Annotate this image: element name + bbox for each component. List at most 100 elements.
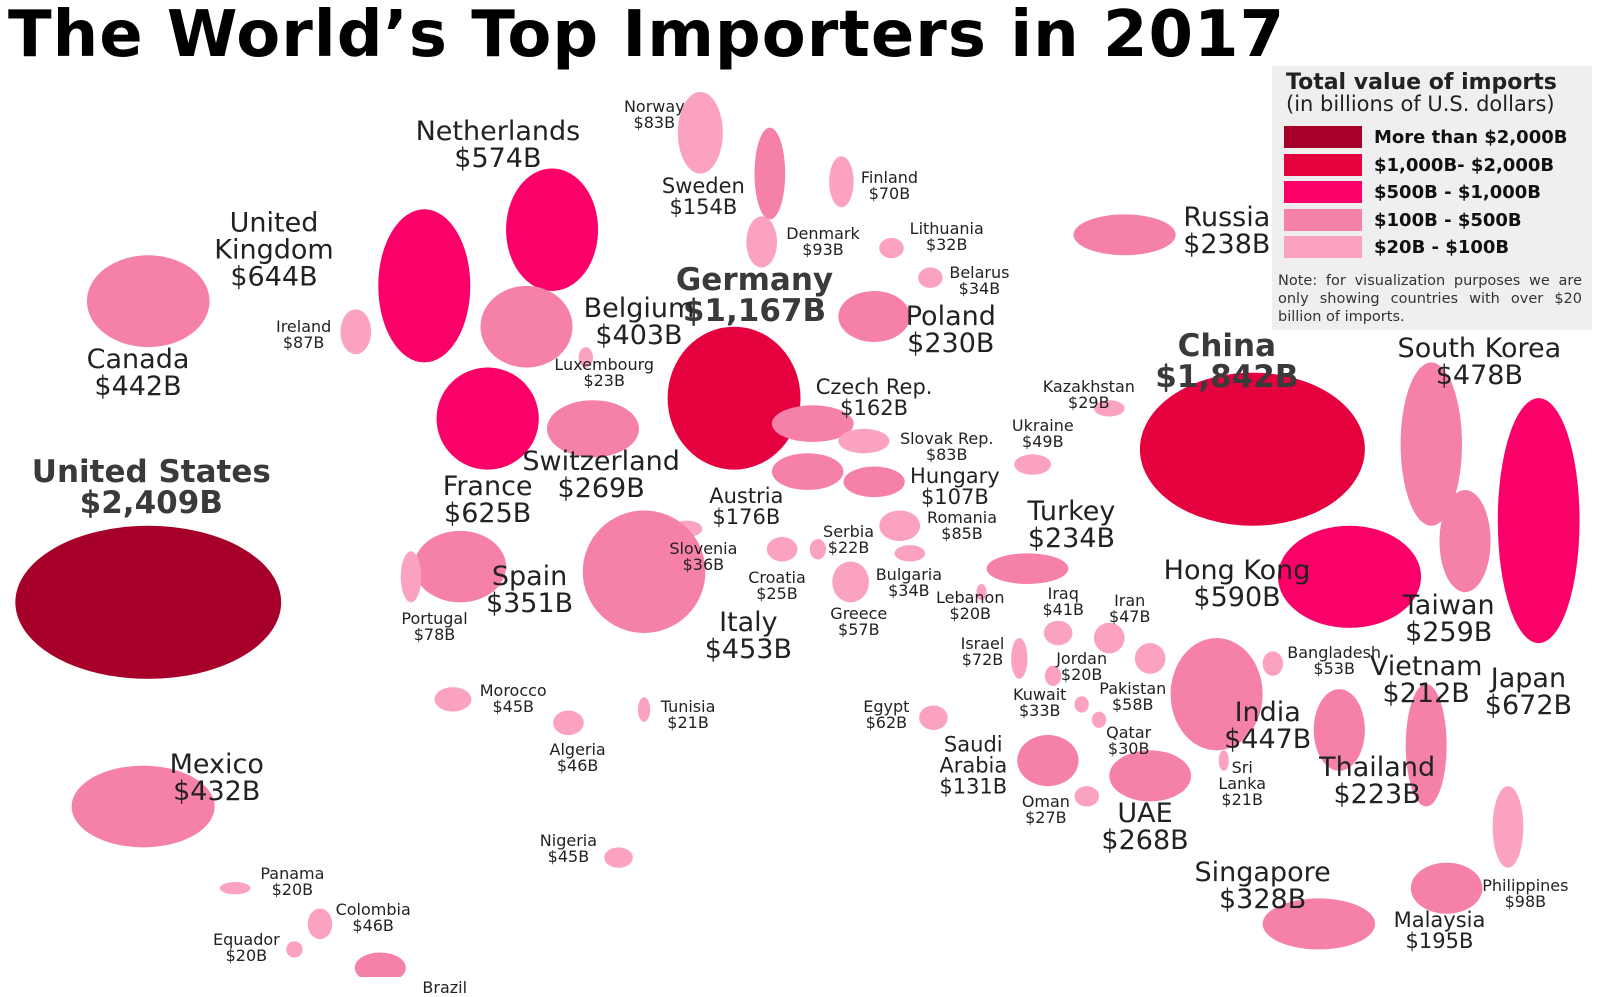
country-shape [771,405,854,443]
country-label: India $447B [1224,699,1311,753]
country-name: Egypt [863,696,910,716]
country-label: Hungary $107B [910,465,1000,509]
country-value: $644B [230,261,318,293]
country-value: $46B [352,915,394,935]
country-label: Mexico $432B [170,751,264,805]
country-value: $30B [1107,739,1150,759]
country-shape [1405,684,1447,807]
country-shape [436,367,539,470]
country-value: $45B [547,847,590,867]
country-value: $1,842B [1155,359,1299,396]
country-shape [86,255,210,348]
country-name: Morocco [479,681,547,701]
country-label: Nigeria $45B [540,833,597,865]
title: The World’s Top Importers in 2017 [8,0,1286,72]
country-shape [1134,643,1166,674]
country-value: $223B [1333,778,1421,810]
country-name: Thailand [1319,751,1436,783]
country-name: UAE [1117,797,1173,829]
country-value: $269B [557,472,645,504]
country-name: Equador [213,930,280,950]
country-shape [879,510,921,542]
country-label: Ireland $87B [276,318,331,351]
country-shape [1109,750,1192,802]
country-label: Italy $453B [705,609,792,663]
country-value: $70B [868,183,911,203]
country-value: $49B [1022,431,1064,451]
country-value: $107B [920,484,989,509]
country-value: $672B [1484,690,1573,722]
country-name: Jordan [1056,648,1108,668]
country-name: Canada [86,343,190,375]
country-value: $1,167B [682,293,827,330]
country-name: Lithuania [909,218,984,238]
country-label: Japan $672B [1485,665,1572,719]
country-shape [15,525,282,679]
country-value: $351B [485,588,574,620]
country-shape [771,453,844,491]
country-shape [506,168,599,291]
country-value: $574B [454,142,542,174]
country-label: Lithuania $32B [909,218,984,254]
country-label: Tunisia $21B [660,696,716,731]
country-name: South Korea [1397,333,1562,365]
legend-swatch [1284,208,1362,231]
legend-note: Note: for visualization purposes we are … [1278,273,1582,325]
country-shape [1277,525,1422,628]
country-label: Slovenia $36B [669,541,737,573]
country-label: Russia $238B [1183,204,1270,258]
country-value: $32B [925,234,968,254]
country-shape [578,347,593,368]
country-shape [809,539,827,560]
country-name: Bangladesh [1287,642,1382,662]
country-name: Sweden [661,174,745,199]
country-shape [1093,400,1125,417]
country-shape [414,530,507,603]
country-value: $478B [1435,360,1523,392]
country-name: Israel [960,634,1005,654]
country-name: Denmark [786,223,860,243]
country-value: $432B [173,775,261,807]
country-label: Sweden $154B [662,176,745,218]
country-shape [434,687,472,712]
country-shape [400,551,422,603]
country-shape [71,765,215,848]
country-value: $25B [756,583,798,603]
country-shape [354,952,406,977]
country-label: Turkey $234B [1028,498,1116,552]
country-name: Saudi Arabia [939,732,1008,778]
country-shape [582,510,706,633]
country-label: Qatar $30B [1106,725,1151,757]
country-shape [1044,665,1062,687]
country-value: $23B [583,370,625,390]
country-label: Iraq $41B [1042,586,1084,618]
country-shape [894,545,926,562]
country-shape [754,127,786,220]
country-name: United Kingdom [214,207,334,266]
country-value: $154B [669,195,738,220]
country-label: Philippines $98B [1482,878,1568,910]
country-shape [1262,651,1284,676]
country-label: Netherlands $574B [416,118,581,172]
country-shape [637,697,651,722]
country-name: Poland [905,300,996,332]
country-name: Germany [675,262,834,299]
country-label: Czech Rep. $162B [816,377,933,419]
country-shape [378,209,471,363]
country-name: Belgium [583,292,695,324]
country-name: Luxembourg [554,354,655,374]
country-label: Bulgaria $34B [876,566,942,599]
country-label: United States $2,409B [32,456,271,519]
country-name: Tunisia [660,696,716,716]
country-value: $20B [949,604,991,624]
legend-label: $100B - $500B [1374,209,1522,231]
country-label: Romania $85B [927,509,997,542]
country-label: Singapore $328B [1195,859,1331,913]
country-label: Panama $20B [260,866,324,898]
country-value: $20B [225,946,268,966]
country-label: Switzerland $269B [522,448,680,502]
country-shape [546,400,639,458]
country-shape [843,466,905,498]
country-shape [829,156,854,208]
country-value: $53B [1313,658,1355,678]
